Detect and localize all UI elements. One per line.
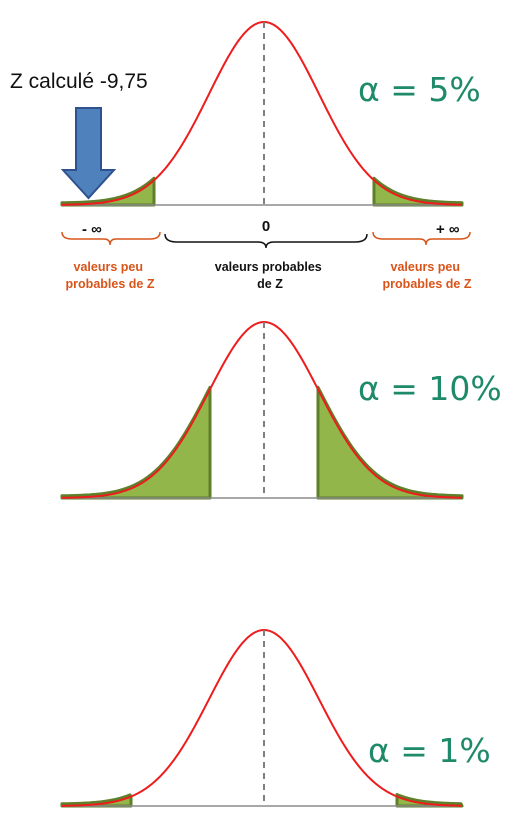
left-tail-area <box>60 385 212 500</box>
alpha-label: α = 5% <box>358 70 481 109</box>
down-arrow-icon <box>60 107 117 200</box>
right-brace <box>372 231 471 246</box>
normal-curve <box>61 20 463 206</box>
zero-label: 0 <box>262 218 270 235</box>
left-tail-area <box>60 793 133 808</box>
alpha-label: α = 10% <box>358 369 502 408</box>
plus-infinity-label: + ∞ <box>436 221 460 238</box>
minus-infinity-label: - ∞ <box>82 221 102 238</box>
panel-alpha-1: α = 1% <box>60 628 491 808</box>
alpha-label: α = 1% <box>368 731 491 770</box>
right-region-label: valeurs peu probables de Z <box>383 260 472 291</box>
normal-curve <box>61 628 463 807</box>
normal-curve <box>61 320 463 499</box>
right-tail-area <box>316 385 464 500</box>
middle-brace <box>164 233 368 249</box>
left-region-label: valeurs peu probables de Z <box>66 260 155 291</box>
panel-alpha-5: α = 5% Z calculé -9,75 - ∞ 0 + ∞ valeurs… <box>10 20 481 291</box>
z-calculated-label: Z calculé -9,75 <box>10 70 148 93</box>
left-brace <box>61 231 161 246</box>
right-tail-area <box>372 176 464 207</box>
middle-region-label: valeurs probables de Z <box>215 260 325 291</box>
panel-alpha-10: α = 10% <box>60 320 502 500</box>
left-tail-area <box>60 176 156 207</box>
right-tail-area <box>395 793 464 808</box>
